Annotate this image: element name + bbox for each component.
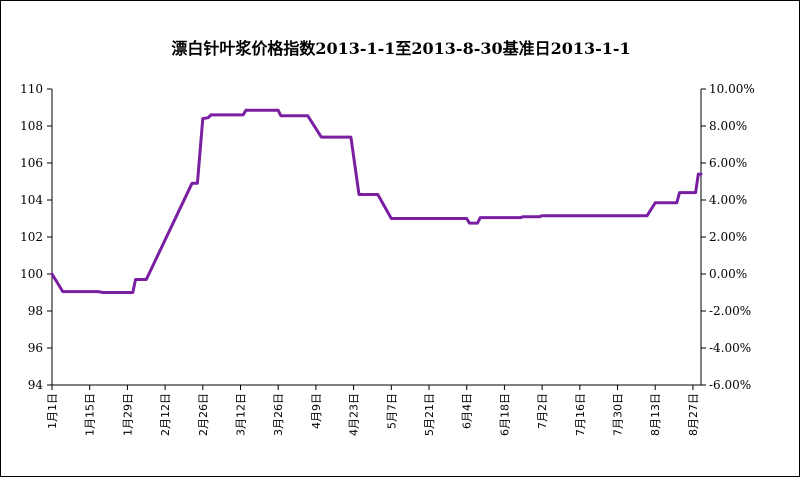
x-tick-label: 7月16日: [574, 393, 587, 436]
series-layer: [50, 108, 703, 294]
y2-tick-label: 2.00%: [709, 230, 747, 244]
y2-tick-label: 10.00%: [709, 82, 755, 96]
y2-tick-label: -6.00%: [709, 378, 751, 392]
x-tick-label: 5月7日: [385, 393, 398, 429]
y-tick-label: 104: [20, 193, 43, 207]
x-tick-label: 2月26日: [197, 393, 210, 436]
x-tick-label: 5月21日: [423, 393, 436, 436]
x-tick-label: 2月12日: [159, 393, 172, 436]
y2-tick-label: 0.00%: [709, 267, 747, 281]
y2-tick-label: 6.00%: [709, 156, 747, 170]
y-tick-label: 102: [20, 230, 43, 244]
x-tick-label: 3月12日: [235, 393, 248, 436]
x-tick-label: 6月18日: [498, 393, 511, 436]
y-tick-label: 108: [20, 119, 43, 133]
y-tick-label: 96: [28, 341, 43, 355]
x-tick-label: 8月13日: [649, 393, 662, 436]
y-tick-label: 106: [20, 156, 43, 170]
x-tick-label: 4月9日: [310, 393, 323, 429]
x-tick-label: 3月26日: [272, 393, 285, 436]
x-tick-label: 4月23日: [348, 393, 361, 436]
axes: 110 108 106 104 102 100 98 96 94 10.00% 8.00% 6.00%…: [20, 82, 755, 436]
x-tick-label: 7月2日: [536, 393, 549, 429]
price-index-line: [50, 108, 703, 294]
y-tick-label: 100: [20, 267, 43, 281]
y2-tick-label: 4.00%: [709, 193, 747, 207]
x-tick-label: 6月4日: [461, 393, 474, 429]
y2-tick-label: -4.00%: [709, 341, 751, 355]
x-tick-label: 1月15日: [84, 393, 97, 436]
y-tick-label: 98: [28, 304, 43, 318]
x-tick-label: 1月29日: [121, 393, 134, 436]
y-tick-label: 94: [28, 378, 44, 392]
chart-title: 漂白针叶浆价格指数2013-1-1至2013-8-30基准日2013-1-1: [171, 39, 630, 58]
x-tick-label: 8月27日: [687, 393, 700, 436]
x-tick-label: 1月1日: [46, 393, 59, 429]
x-tick-label: 7月30日: [612, 393, 625, 436]
y-tick-label: 110: [20, 82, 43, 96]
y2-tick-label: -2.00%: [709, 304, 751, 318]
y2-tick-label: 8.00%: [709, 119, 747, 133]
